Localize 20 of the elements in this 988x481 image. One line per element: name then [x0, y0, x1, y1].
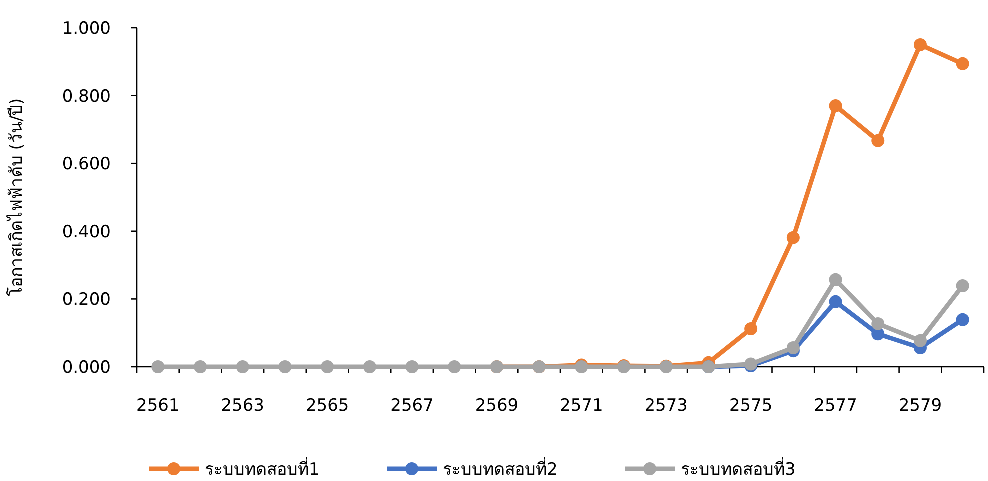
x-tick-label: 2569 [475, 396, 519, 416]
legend-label: ระบบทดสอบที่1 [205, 456, 320, 480]
legend-label: ระบบทดสอบที่3 [681, 456, 796, 480]
x-tick-label: 2571 [560, 396, 604, 416]
y-tick-label: 0.800 [62, 86, 111, 107]
x-tick-label: 2577 [814, 396, 858, 416]
x-tick-label: 2579 [898, 396, 942, 416]
y-tick-label: 0.600 [62, 154, 111, 175]
x-tick-label: 2573 [644, 396, 688, 416]
y-tick-label: 0.000 [62, 358, 111, 378]
legend-label: ระบบทดสอบที่2 [443, 456, 558, 480]
y-axis-title: โอกาสเกิดไฟฟ้าดับ (วัน/ปี) [6, 98, 27, 297]
x-tick-label: 2561 [136, 396, 180, 416]
x-tick-label: 2575 [729, 396, 773, 416]
y-tick-label: 0.400 [62, 222, 111, 242]
y-tick-label: 1.000 [62, 18, 111, 39]
y-tick-label: 0.200 [62, 290, 111, 310]
x-tick-label: 2563 [221, 396, 265, 416]
x-tick-label: 2567 [390, 396, 434, 416]
x-tick-label: 2565 [306, 396, 350, 416]
